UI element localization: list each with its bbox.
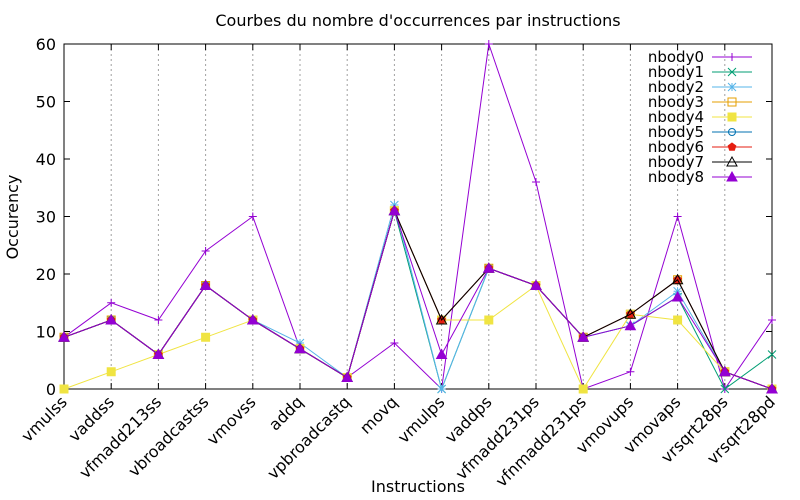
data-point bbox=[728, 128, 736, 136]
data-point bbox=[246, 313, 259, 325]
data-point bbox=[673, 212, 682, 221]
legend-label: nbody8 bbox=[648, 168, 704, 186]
data-point bbox=[626, 367, 635, 376]
data-point bbox=[248, 212, 257, 221]
series-nbody2 bbox=[59, 200, 777, 394]
series-line bbox=[63, 43, 773, 391]
data-point bbox=[766, 382, 778, 394]
series-group bbox=[58, 40, 778, 394]
data-point bbox=[435, 348, 448, 359]
data-point bbox=[671, 273, 684, 285]
data-point bbox=[201, 332, 211, 342]
data-point bbox=[484, 40, 493, 48]
y-tick-label: 20 bbox=[36, 265, 56, 284]
data-point bbox=[58, 331, 70, 342]
y-tick-label: 50 bbox=[36, 93, 56, 112]
y-tick-label: 30 bbox=[36, 208, 56, 227]
data-point bbox=[105, 313, 118, 325]
series-nbody8 bbox=[58, 204, 778, 394]
data-point bbox=[152, 348, 165, 359]
data-point bbox=[388, 204, 401, 216]
data-point bbox=[767, 350, 777, 359]
data-point bbox=[201, 247, 210, 255]
legend: nbody0nbody1nbody2nbody3nbody4nbody5nbod… bbox=[648, 48, 752, 186]
y-tick-label: 10 bbox=[36, 323, 56, 342]
x-tick-label: vmulss bbox=[18, 392, 71, 445]
y-tick-label: 0 bbox=[46, 380, 56, 399]
data-point bbox=[532, 178, 540, 186]
legend-label: nbody3 bbox=[648, 93, 704, 111]
data-point bbox=[482, 262, 495, 273]
y-tick-label: 40 bbox=[36, 150, 56, 169]
x-tick-label: addq bbox=[265, 392, 307, 434]
data-point bbox=[390, 339, 399, 347]
data-point bbox=[435, 313, 448, 325]
data-point bbox=[726, 155, 738, 167]
x-tick-label: vfmadd231ps bbox=[452, 392, 543, 483]
data-point bbox=[154, 316, 163, 324]
legend-label: nbody6 bbox=[648, 138, 704, 156]
x-tick-label: vmovss bbox=[203, 392, 260, 449]
data-point bbox=[59, 384, 69, 394]
data-point bbox=[727, 142, 737, 151]
data-point bbox=[341, 371, 354, 382]
data-point bbox=[484, 315, 494, 325]
data-point bbox=[728, 53, 736, 61]
data-point bbox=[294, 342, 306, 354]
data-point bbox=[727, 82, 737, 92]
data-point bbox=[577, 331, 590, 342]
legend-label: nbody5 bbox=[648, 123, 704, 141]
data-point bbox=[437, 384, 446, 394]
data-point bbox=[199, 279, 212, 290]
x-tick-label: vfmadd213ss bbox=[75, 392, 165, 482]
data-point bbox=[530, 279, 542, 290]
x-tick-label: vmulps bbox=[394, 392, 449, 447]
series-nbody1 bbox=[59, 206, 777, 394]
data-point bbox=[768, 316, 776, 324]
data-point bbox=[727, 67, 737, 77]
legend-label: nbody0 bbox=[648, 48, 704, 66]
data-point bbox=[624, 319, 637, 331]
data-point bbox=[727, 112, 737, 122]
x-tick-label: movq bbox=[356, 392, 401, 437]
series-line bbox=[63, 203, 773, 391]
data-point bbox=[671, 290, 684, 302]
legend-label: nbody7 bbox=[648, 153, 704, 171]
legend-label: nbody1 bbox=[648, 63, 704, 81]
series-line bbox=[63, 208, 773, 390]
data-point bbox=[720, 384, 730, 394]
data-point bbox=[726, 170, 738, 182]
y-axis-label: Occurency bbox=[3, 175, 22, 260]
y-tick-label: 60 bbox=[36, 35, 56, 54]
data-point bbox=[106, 367, 116, 377]
data-point bbox=[578, 384, 588, 394]
x-axis-label: Instructions bbox=[371, 477, 465, 496]
data-point bbox=[673, 315, 683, 325]
y-axis: 0 10 20 30 40 50 60 bbox=[36, 35, 772, 399]
data-point bbox=[107, 298, 116, 307]
chart-title: Courbes du nombre d'occurrences par inst… bbox=[215, 11, 620, 30]
legend-label: nbody4 bbox=[648, 108, 704, 126]
data-point bbox=[718, 365, 731, 377]
data-point bbox=[624, 308, 637, 319]
legend-label: nbody2 bbox=[648, 78, 704, 96]
x-tick-label: vpbroadcastq bbox=[263, 392, 354, 483]
data-point bbox=[727, 97, 737, 107]
